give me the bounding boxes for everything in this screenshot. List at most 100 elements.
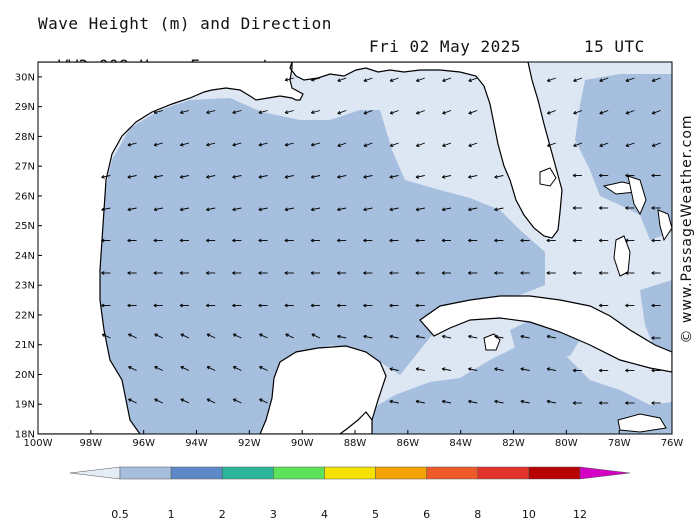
wave-arrow [101, 238, 111, 243]
legend-swatch [170, 466, 223, 480]
wave-arrow [310, 238, 320, 243]
wave-arrow [546, 238, 556, 243]
wave-arrow [389, 142, 399, 148]
wave-arrow [206, 398, 216, 404]
wave-arrow [415, 334, 425, 339]
wave-arrow [468, 110, 478, 115]
lon-label: 76W [661, 438, 684, 449]
wave-arrow [127, 271, 137, 275]
land-north-america [38, 62, 563, 434]
wave-arrow [651, 238, 661, 243]
wave-arrow [232, 207, 242, 212]
wave-arrow [572, 173, 582, 178]
wave-arrow [205, 238, 216, 243]
longitude-labels: 100W 98W 96W 94W 92W 90W 88W 86W 84W 82W 80W 78W 76W [24, 438, 684, 449]
wave-arrow [389, 207, 399, 212]
wave-arrow [468, 334, 478, 339]
wave-arrow [442, 77, 452, 83]
legend-colorbar [69, 466, 631, 480]
wave-arrow [494, 207, 504, 212]
lon-label: 82W [502, 438, 525, 449]
wave-arrow [467, 238, 478, 243]
wave-arrow [128, 333, 137, 339]
wave-arrow [389, 303, 399, 308]
forecast-date: Fri 02 May 2025 [369, 37, 521, 56]
wave-arrow [651, 368, 661, 373]
lon-label: 84W [449, 438, 472, 449]
land-jamaica [617, 413, 667, 433]
wave-arrow [127, 142, 137, 147]
wave-arrow [651, 206, 661, 210]
wave-arrow [547, 77, 556, 83]
wave-arrow [389, 399, 399, 404]
legend-swatch [324, 466, 376, 480]
wave-arrow [598, 238, 609, 243]
wave-arrow [651, 142, 661, 148]
wave-arrow [363, 271, 373, 275]
wave-arrow [546, 367, 556, 372]
wave-arrow [153, 207, 163, 212]
wave-arrow [206, 333, 216, 339]
wave-arrow [651, 77, 661, 83]
lon-label: 90W [291, 438, 314, 449]
wave-arrow [625, 238, 635, 243]
wave-arrow [179, 110, 190, 115]
latitude-labels: 30N 29N 28N 27N 26N 25N 24N 23N 22N 21N 20N 19N 18N [15, 72, 35, 440]
wave-arrow [363, 207, 373, 212]
lon-label: 92W [238, 438, 261, 449]
legend-swatch [477, 466, 530, 480]
wave-arrow [179, 238, 189, 243]
wave-arrow [625, 271, 635, 275]
legend-label: 0.5 [111, 508, 129, 521]
wave-arrow [336, 271, 347, 275]
wave-arrow [154, 366, 163, 371]
wave-arrow [442, 110, 452, 115]
land-eleuthera [657, 209, 672, 242]
wave-arrow [441, 399, 452, 404]
wave-arrow [572, 206, 582, 210]
lat-label: 25N [15, 221, 35, 232]
lat-label: 26N [15, 191, 35, 202]
wave-arrow [625, 173, 635, 178]
wave-arrow [206, 207, 216, 212]
wave-arrow [651, 336, 661, 340]
wave-arrow [337, 174, 347, 179]
lat-label: 29N [15, 102, 35, 113]
wave-arrow [284, 174, 294, 179]
wave-arrow [494, 399, 504, 404]
wave-arrow [651, 401, 661, 405]
wave-arrow [416, 77, 425, 83]
wave-arrow [179, 271, 189, 275]
wave-direction-arrows [101, 77, 661, 405]
wave-arrow [520, 334, 530, 339]
wave-arrow [442, 142, 452, 148]
wave-arrow [310, 303, 320, 308]
wave-arrow [154, 398, 163, 404]
wave-arrow [573, 110, 583, 115]
lat-label: 20N [15, 370, 35, 381]
legend-label: 3 [269, 508, 277, 521]
wave-arrow [546, 271, 556, 275]
wave-arrow [363, 238, 373, 243]
wave-arrow [363, 77, 373, 83]
legend-swatch [273, 466, 325, 480]
legend-label: 12 [573, 508, 587, 521]
wave-arrow [546, 399, 556, 404]
wave-arrow [127, 207, 137, 212]
wave-arrow [415, 303, 425, 308]
wave-arrow [127, 303, 137, 308]
land-isla-juventud [483, 333, 501, 351]
wave-arrow [494, 174, 504, 179]
wave-arrow [599, 110, 609, 115]
lat-label: 18N [15, 430, 35, 441]
wave-arrow [389, 238, 399, 243]
lon-label: 100W [24, 438, 53, 449]
wave-arrow [468, 367, 478, 372]
wave-arrow [599, 142, 609, 148]
wave-arrow [232, 174, 242, 179]
wave-arrow [468, 399, 478, 404]
wave-arrow [232, 238, 242, 243]
wave-arrow [337, 334, 347, 339]
wave-arrow [520, 367, 530, 372]
wave-arrow [572, 368, 582, 373]
